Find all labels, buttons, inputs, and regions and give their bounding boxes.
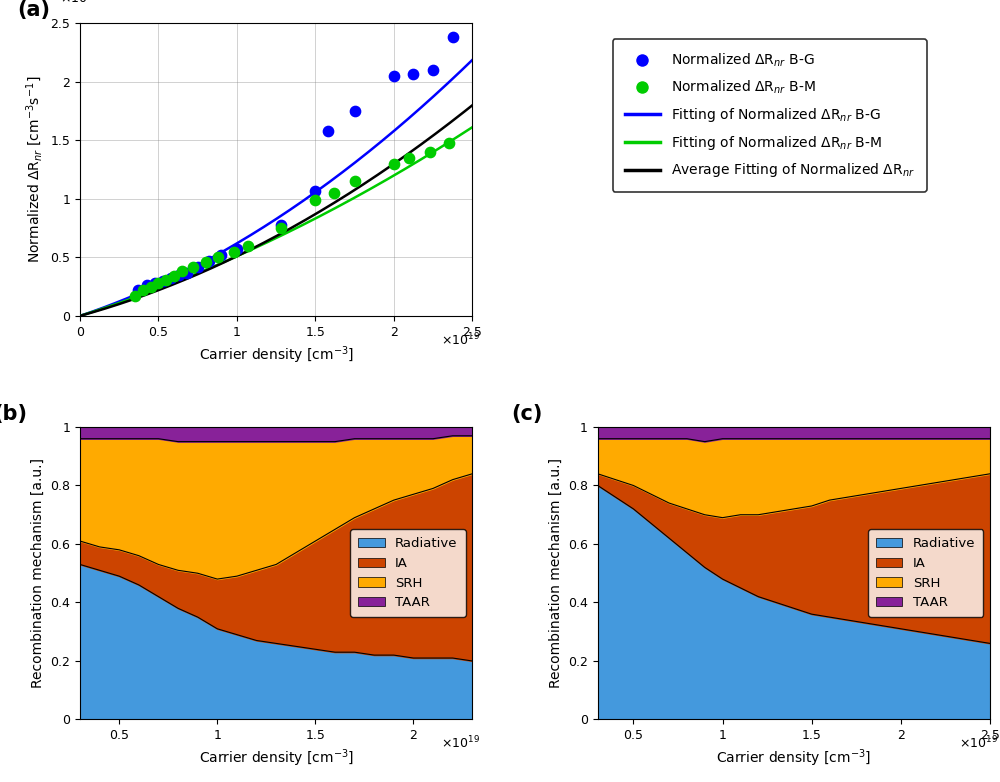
Point xyxy=(158,274,174,286)
Point xyxy=(326,187,342,199)
Point xyxy=(130,284,146,296)
Point xyxy=(347,105,363,117)
Point xyxy=(441,137,457,149)
Point xyxy=(185,260,201,273)
X-axis label: Carrier density [cm$^{-3}$]: Carrier density [cm$^{-3}$] xyxy=(199,344,354,366)
Point xyxy=(213,249,229,261)
Point xyxy=(226,246,242,258)
Legend: Radiative, IA, SRH, TAAR: Radiative, IA, SRH, TAAR xyxy=(350,529,466,617)
Point xyxy=(229,243,245,256)
Point xyxy=(150,277,166,289)
Point xyxy=(405,67,421,80)
Point xyxy=(179,267,195,279)
Point xyxy=(147,277,163,289)
X-axis label: Carrier density [cm$^{-3}$]: Carrier density [cm$^{-3}$] xyxy=(716,748,871,769)
Point xyxy=(127,290,143,303)
Point xyxy=(139,279,155,292)
Point xyxy=(386,70,402,82)
Text: $\times 10^{19}$: $\times 10^{19}$ xyxy=(441,735,480,752)
Text: $\times 10^{26}$: $\times 10^{26}$ xyxy=(60,0,99,6)
Point xyxy=(307,194,323,206)
Point xyxy=(143,281,159,293)
Point xyxy=(210,251,226,264)
Point xyxy=(425,64,441,77)
Point xyxy=(307,185,323,197)
Y-axis label: Normalized $\Delta$R$_{nr}$ [cm$^{-3}$s$^{-1}$]: Normalized $\Delta$R$_{nr}$ [cm$^{-3}$s$… xyxy=(24,76,45,264)
Point xyxy=(386,157,402,170)
X-axis label: Carrier density [cm$^{-3}$]: Carrier density [cm$^{-3}$] xyxy=(199,748,354,769)
Text: (b): (b) xyxy=(0,404,28,424)
Point xyxy=(201,255,217,267)
Text: $\times 10^{19}$: $\times 10^{19}$ xyxy=(959,735,998,752)
Y-axis label: Recombination mechanism [a.u.]: Recombination mechanism [a.u.] xyxy=(548,458,562,688)
Legend: Normalized $\Delta$R$_{nr}$ B-G, Normalized $\Delta$R$_{nr}$ B-M, Fitting of Nor: Normalized $\Delta$R$_{nr}$ B-G, Normali… xyxy=(613,39,927,192)
Point xyxy=(422,146,438,159)
Point xyxy=(320,125,336,138)
Y-axis label: Recombination mechanism [a.u.]: Recombination mechanism [a.u.] xyxy=(31,458,45,688)
Point xyxy=(190,260,206,273)
Point xyxy=(347,175,363,188)
Text: (c): (c) xyxy=(511,404,543,424)
Point xyxy=(155,274,171,287)
Point xyxy=(174,265,190,278)
Point xyxy=(273,222,289,235)
Point xyxy=(198,256,214,268)
Point xyxy=(240,239,256,252)
Point xyxy=(135,284,151,296)
Point xyxy=(401,152,417,164)
Point xyxy=(166,270,182,282)
Text: (a): (a) xyxy=(17,0,50,20)
Point xyxy=(445,31,461,44)
Text: $\times 10^{19}$: $\times 10^{19}$ xyxy=(441,332,480,348)
Point xyxy=(163,272,179,285)
Point xyxy=(171,269,187,282)
Point xyxy=(273,218,289,231)
Legend: Radiative, IA, SRH, TAAR: Radiative, IA, SRH, TAAR xyxy=(868,529,983,617)
